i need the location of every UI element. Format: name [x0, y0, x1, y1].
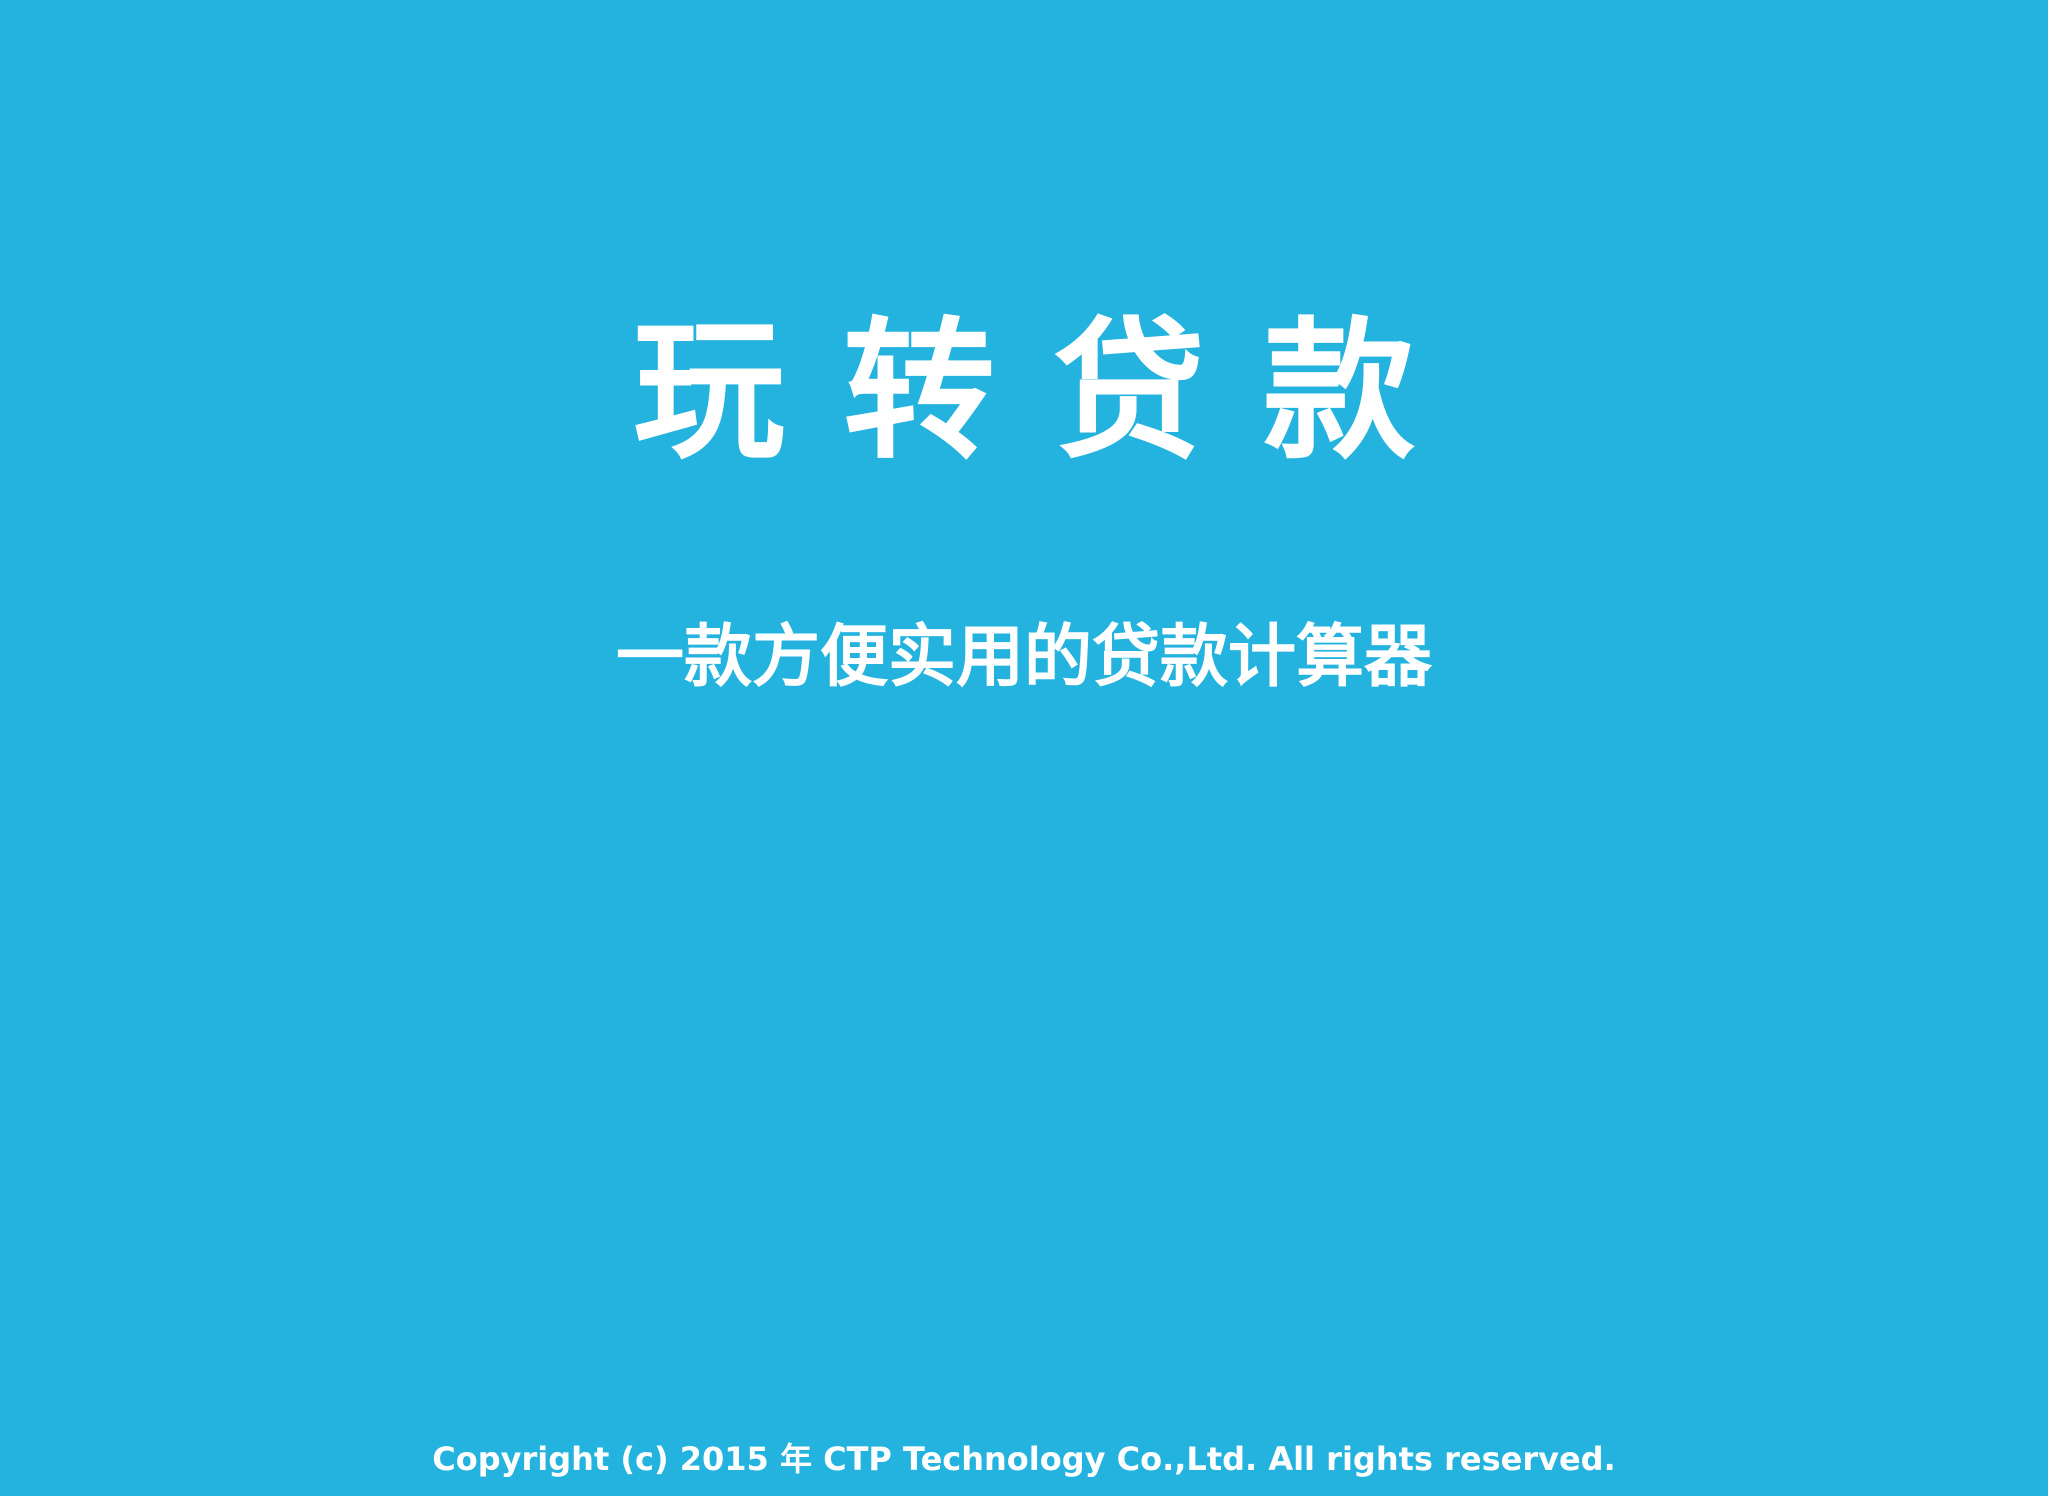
app-tagline: 一款方便实用的贷款计算器: [615, 618, 1432, 697]
copyright-notice: Copyright (c) 2015 年 CTP Technology Co.,…: [432, 1440, 1616, 1478]
app-title: 玩转贷款: [633, 303, 1473, 480]
